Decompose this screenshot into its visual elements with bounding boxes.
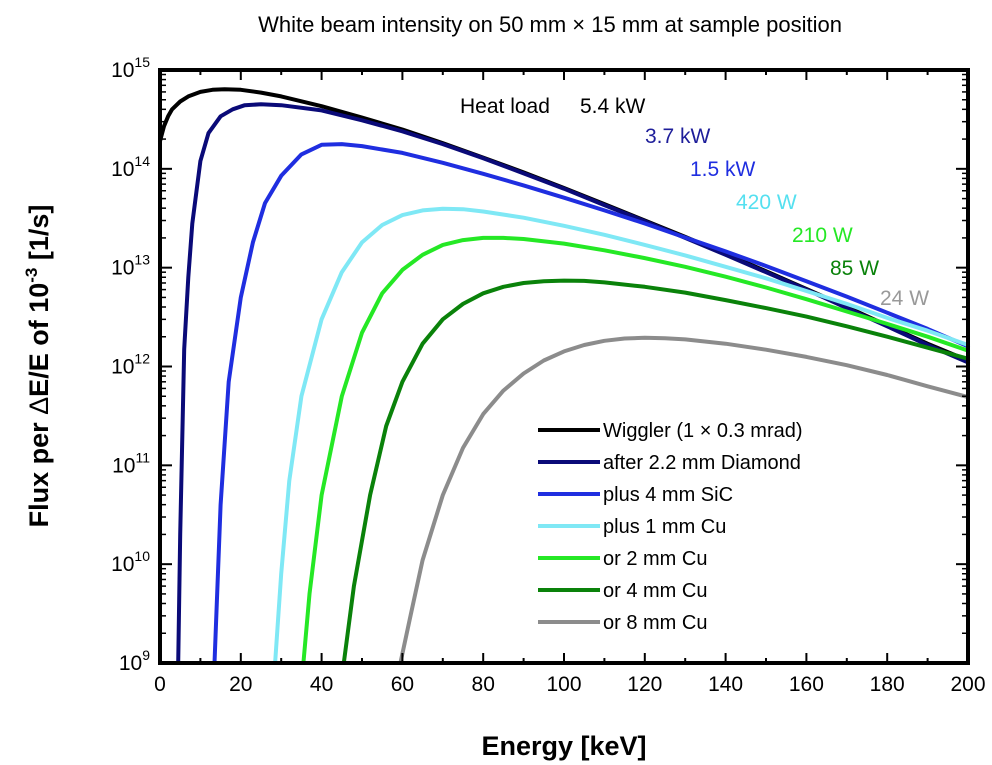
x-tick-label: 80 [472, 673, 495, 696]
x-tick-label: 160 [789, 673, 824, 696]
power-label-diamond: 3.7 kW [645, 125, 711, 148]
x-tick-label: 60 [391, 673, 414, 696]
series-line-2 [212, 142, 970, 665]
legend-label: plus 4 mm SiC [603, 484, 733, 506]
legend-label: or 2 mm Cu [603, 548, 707, 570]
power-label-8mm-cu: 24 W [880, 287, 929, 310]
legend-label: or 4 mm Cu [603, 580, 707, 602]
x-tick-label: 180 [870, 673, 905, 696]
y-tick-label: 109 [119, 647, 150, 675]
series-line-4 [301, 235, 970, 665]
legend-label: after 2.2 mm Diamond [603, 452, 801, 474]
legend: Wiggler (1 × 0.3 mrad) after 2.2 mm Diamo… [538, 420, 803, 634]
x-tick-label: 140 [708, 673, 743, 696]
legend-label: Wiggler (1 × 0.3 mrad) [603, 420, 803, 442]
series-line-5 [341, 278, 970, 665]
x-tick-label: 120 [627, 673, 662, 696]
heat-load-annotations: Heat load 5.4 kW 3.7 kW 1.5 kW 420 W 210… [460, 95, 929, 310]
power-label-1mm-cu: 420 W [736, 191, 797, 214]
y-axis-ticks: 109 1010 1011 1012 1013 1014 1015 [111, 54, 968, 675]
legend-label: plus 1 mm Cu [603, 516, 726, 538]
x-tick-label: 200 [950, 673, 985, 696]
series-line-3 [273, 206, 970, 665]
y-tick-label: 1014 [111, 153, 150, 181]
legend-label: or 8 mm Cu [603, 612, 707, 634]
x-tick-label: 40 [310, 673, 333, 696]
x-tick-label: 100 [546, 673, 581, 696]
power-label-sic: 1.5 kW [690, 158, 756, 181]
series-line-6 [398, 335, 970, 665]
heat-load-label: Heat load [460, 95, 550, 118]
power-label-4mm-cu: 85 W [830, 257, 879, 280]
x-tick-label: 0 [154, 673, 166, 696]
y-tick-label: 1011 [112, 449, 150, 477]
y-tick-label: 1013 [111, 252, 150, 280]
x-axis-label: Energy [keV] [481, 731, 646, 761]
y-tick-label: 1015 [111, 54, 150, 82]
x-tick-label: 20 [229, 673, 252, 696]
series-curves [158, 87, 970, 665]
power-label-2mm-cu: 210 W [792, 224, 853, 247]
power-label-wiggler: 5.4 kW [580, 95, 646, 118]
y-tick-label: 1012 [111, 351, 150, 379]
series-line-1 [176, 102, 970, 665]
y-tick-label: 1010 [111, 548, 150, 576]
y-axis-label: Flux per ΔE/E of 10-3 [1/s] [22, 205, 54, 528]
chart-title: White beam intensity on 50 mm × 15 mm at… [258, 12, 842, 37]
x-axis-ticks: 0 20 40 60 80 100 120 140 160 180 200 [154, 70, 986, 696]
